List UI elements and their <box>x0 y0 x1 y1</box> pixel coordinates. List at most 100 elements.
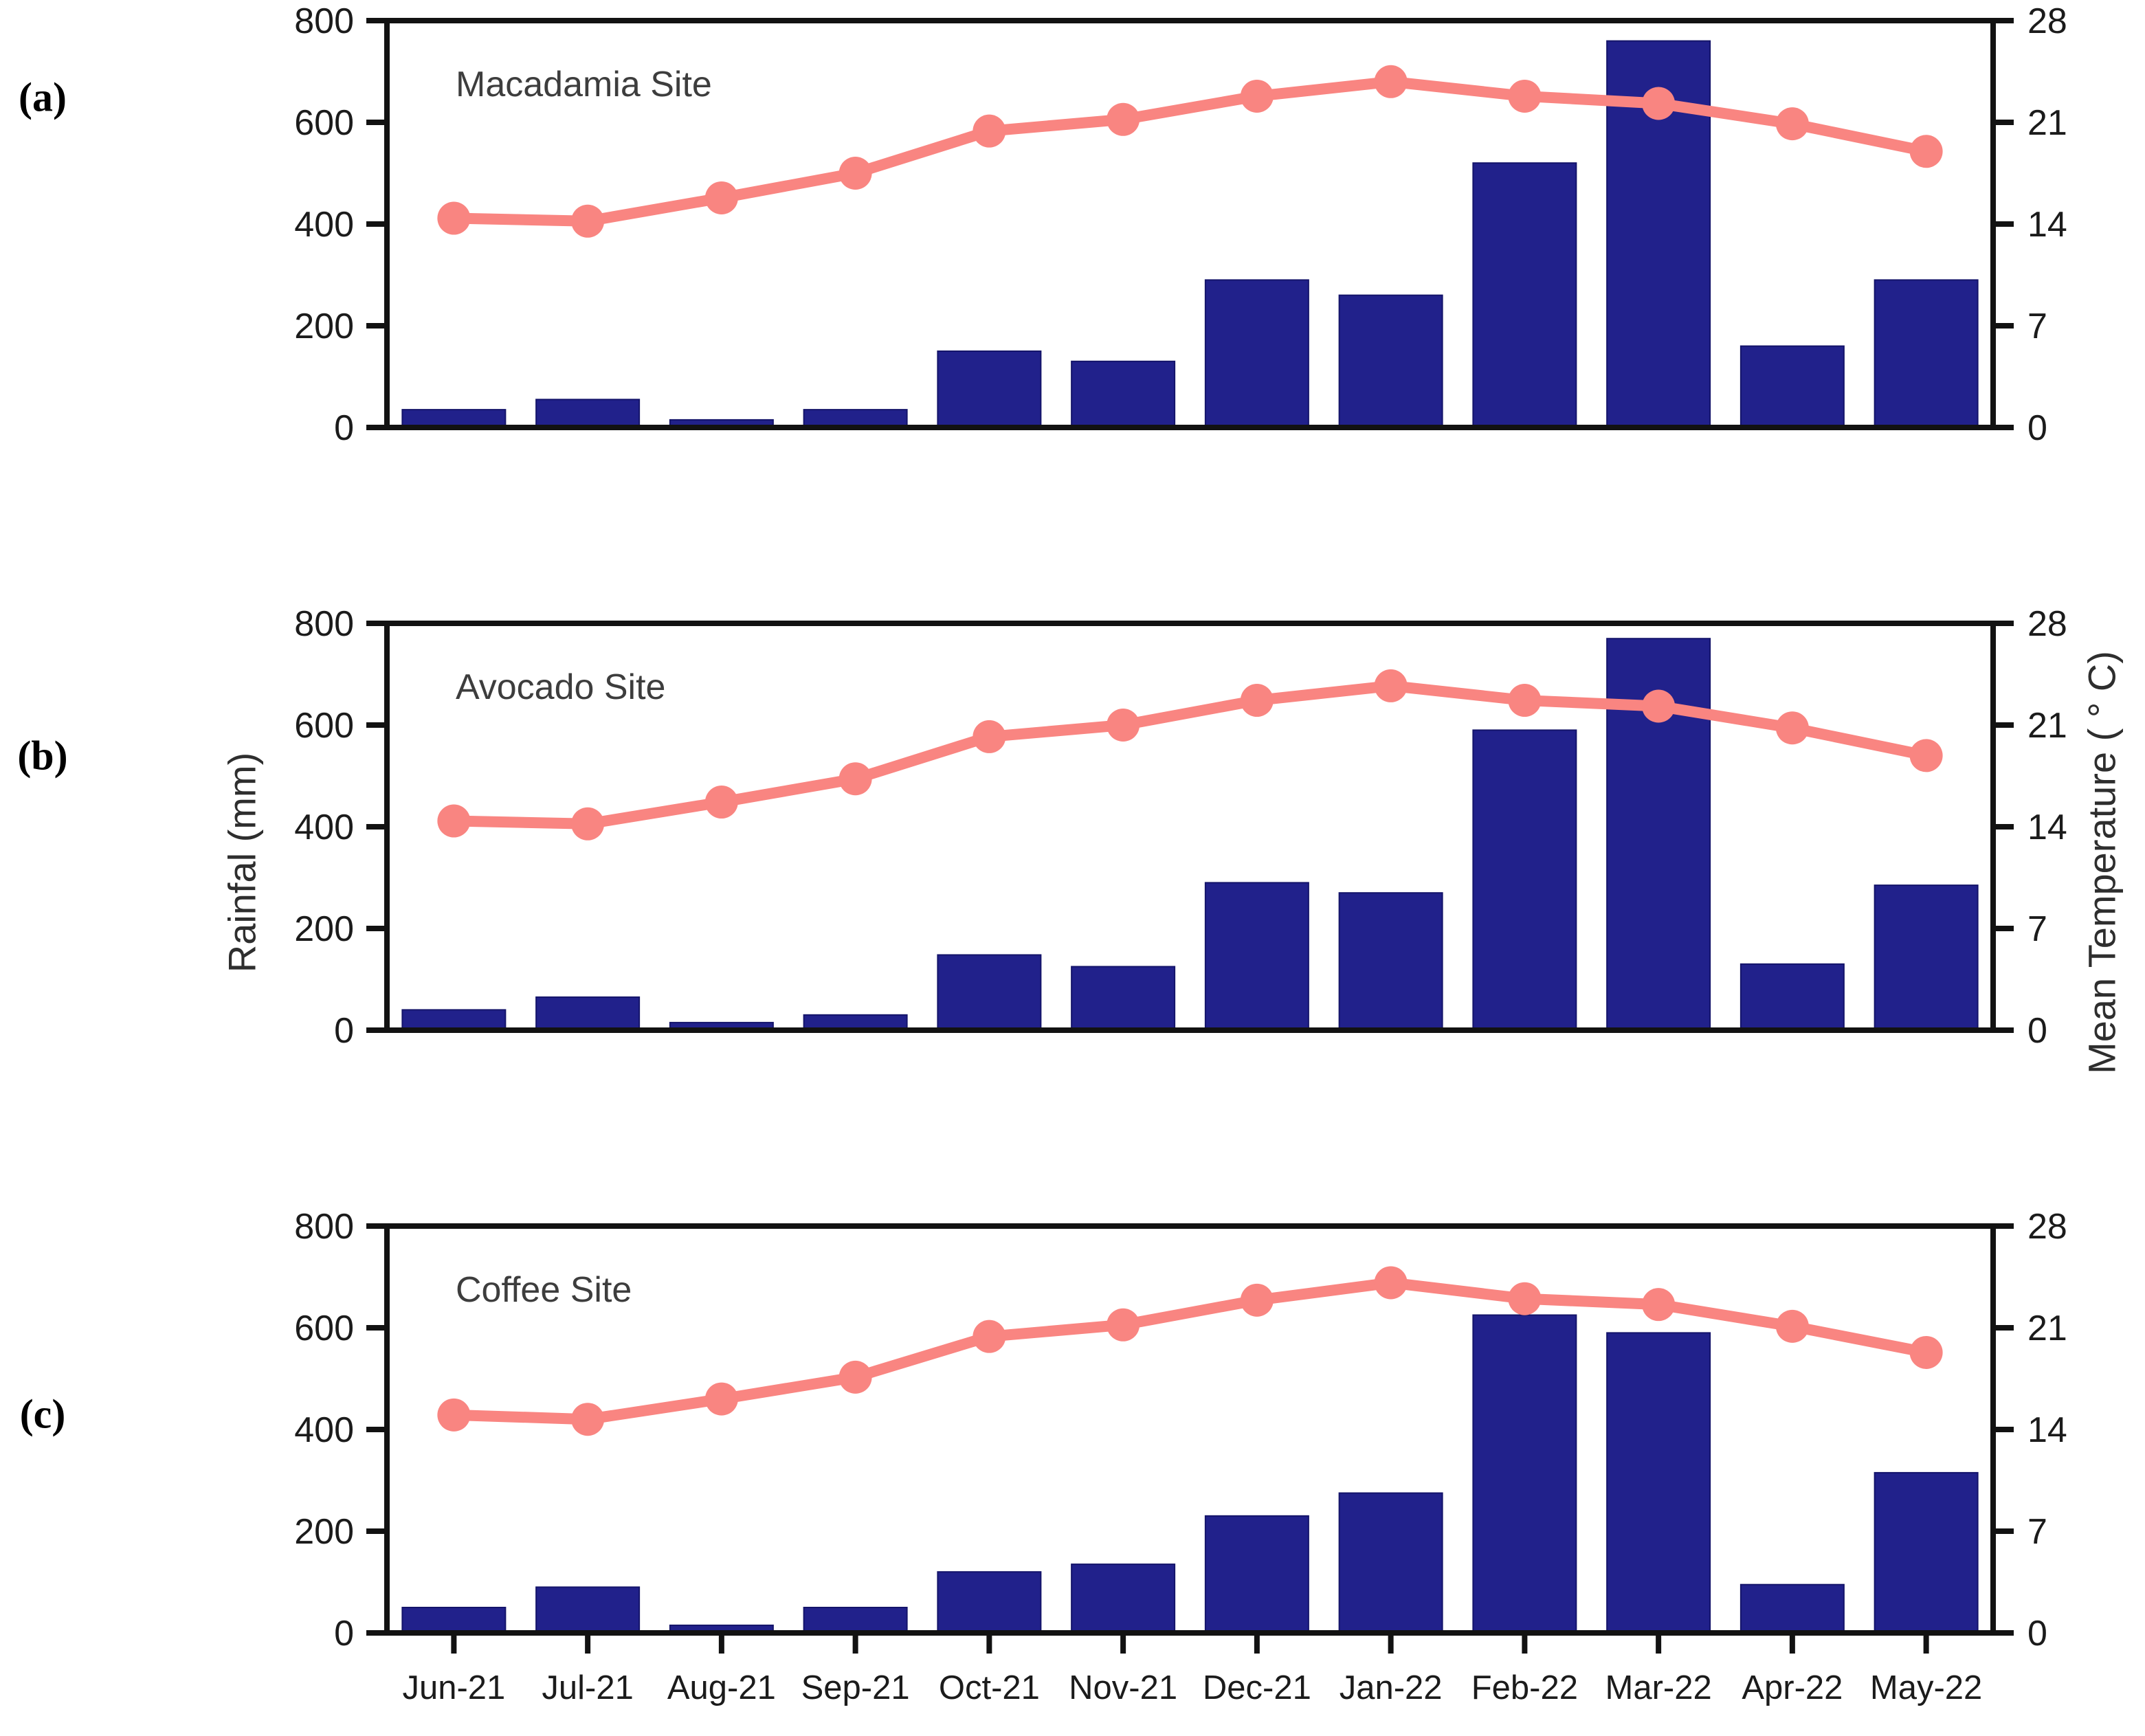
temperature-marker <box>973 1320 1006 1353</box>
site-title: Macadamia Site <box>456 65 712 104</box>
left-y-tick-label: 400 <box>294 808 354 847</box>
right-y-tick-label: 14 <box>2027 1410 2067 1450</box>
rainfall-bar <box>535 1586 641 1634</box>
rainfall-bar <box>1874 884 1979 1031</box>
temperature-marker <box>1240 684 1274 717</box>
temperature-marker <box>1107 709 1140 742</box>
temperature-marker <box>437 1398 471 1432</box>
temperature-marker <box>1107 1308 1140 1342</box>
left-axis-title: Rainfal (mm) <box>220 752 264 973</box>
rainfall-bar <box>1874 279 1979 428</box>
temperature-marker <box>571 807 605 841</box>
rainfall-bar <box>1874 1471 1979 1634</box>
temperature-marker <box>1374 65 1408 98</box>
temperature-marker <box>1508 79 1542 113</box>
left-y-tick-label: 600 <box>294 1309 354 1348</box>
right-y-tick-label: 14 <box>2027 205 2067 245</box>
rainfall-bar <box>1472 1314 1577 1634</box>
x-tick-label: Dec-21 <box>1203 1669 1311 1706</box>
left-y-tick-label: 200 <box>294 307 354 346</box>
temperature-marker <box>838 1360 872 1394</box>
temperature-marker <box>1374 669 1408 702</box>
temperature-line <box>448 680 1932 830</box>
temperature-marker <box>1240 1283 1274 1317</box>
rainfall-bar <box>1472 729 1577 1032</box>
x-tick-label: Oct-21 <box>939 1669 1040 1706</box>
rainfall-bar <box>401 1009 507 1032</box>
left-y-tick-label: 0 <box>334 408 354 448</box>
left-y-tick-label: 200 <box>294 1512 354 1552</box>
x-tick-label: Jun-21 <box>402 1669 505 1706</box>
temperature-marker <box>437 804 471 838</box>
left-y-tick-label: 800 <box>294 1207 354 1247</box>
rainfall-bar <box>1338 1492 1443 1634</box>
rainfall-bar <box>1338 294 1443 428</box>
left-y-tick-label: 800 <box>294 1 354 41</box>
left-y-tick-label: 0 <box>334 1614 354 1654</box>
temperature-marker <box>571 204 605 238</box>
temperature-marker <box>704 1382 738 1416</box>
right-y-tick-label: 0 <box>2027 1614 2047 1654</box>
temperature-marker <box>1642 689 1676 723</box>
right-y-tick-label: 0 <box>2027 1011 2047 1051</box>
rainfall-bar <box>1740 963 1845 1032</box>
temperature-marker <box>1508 684 1542 717</box>
x-tick-label: Jul-21 <box>542 1669 633 1706</box>
rainfall-bar <box>535 996 641 1032</box>
temperature-marker <box>973 114 1006 148</box>
left-y-tick-label: 400 <box>294 205 354 245</box>
rainfall-bar <box>1071 360 1176 428</box>
temperature-marker <box>1909 739 1943 772</box>
temperature-marker <box>1642 1288 1676 1322</box>
right-y-tick-label: 28 <box>2027 604 2067 644</box>
panel-label-b: (b) <box>17 733 68 779</box>
rainfall-bar <box>1071 1563 1176 1634</box>
x-tick-label: Aug-21 <box>667 1669 776 1706</box>
right-axis-title: Mean Temperature ( ° C) <box>2080 651 2124 1074</box>
rainfall-bar <box>1204 279 1309 428</box>
temperature-line <box>448 76 1932 227</box>
rainfall-bar <box>1606 1332 1711 1634</box>
rainfall-bar <box>937 350 1042 428</box>
site-title: Coffee Site <box>456 1270 632 1310</box>
right-y-tick-label: 28 <box>2027 1207 2067 1247</box>
rainfall-bar <box>1338 892 1443 1031</box>
site-title: Avocado Site <box>456 667 665 707</box>
right-y-tick-label: 0 <box>2027 408 2047 448</box>
right-y-tick-label: 21 <box>2027 706 2067 746</box>
x-tick-label: Nov-21 <box>1069 1669 1177 1706</box>
left-y-tick-label: 0 <box>334 1011 354 1051</box>
left-y-tick-label: 600 <box>294 103 354 143</box>
x-tick-label: May-22 <box>1870 1669 1982 1706</box>
left-y-tick-label: 600 <box>294 706 354 746</box>
left-y-tick-label: 400 <box>294 1410 354 1450</box>
temperature-marker <box>1240 79 1274 113</box>
rainfall-bar <box>1472 162 1577 428</box>
x-tick-label: Feb-22 <box>1471 1669 1578 1706</box>
rainfall-bar <box>937 1571 1042 1634</box>
right-y-tick-label: 7 <box>2027 307 2047 346</box>
x-tick-label: Sep-21 <box>801 1669 910 1706</box>
panel-label-c: (c) <box>19 1391 66 1437</box>
temperature-marker <box>1909 1335 1943 1369</box>
temperature-marker <box>1909 135 1943 168</box>
temperature-line <box>448 1277 1932 1425</box>
left-y-tick-label: 200 <box>294 909 354 949</box>
rainfall-bar <box>1204 882 1309 1032</box>
temperature-marker <box>1642 87 1676 120</box>
temperature-marker <box>437 201 471 235</box>
rainfall-bar <box>535 399 641 428</box>
temperature-marker <box>973 720 1006 753</box>
x-tick-label: Mar-22 <box>1605 1669 1712 1706</box>
temperature-marker <box>1775 1309 1809 1343</box>
temperature-marker <box>704 786 738 819</box>
rainfall-bar <box>1740 1583 1845 1634</box>
x-tick-label: Jan-22 <box>1340 1669 1443 1706</box>
temperature-marker <box>1775 711 1809 745</box>
right-y-tick-label: 21 <box>2027 103 2067 143</box>
temperature-marker <box>1107 102 1140 136</box>
rainfall-bar <box>1071 966 1176 1031</box>
right-y-tick-label: 21 <box>2027 1309 2067 1348</box>
temperature-marker <box>1508 1282 1542 1315</box>
